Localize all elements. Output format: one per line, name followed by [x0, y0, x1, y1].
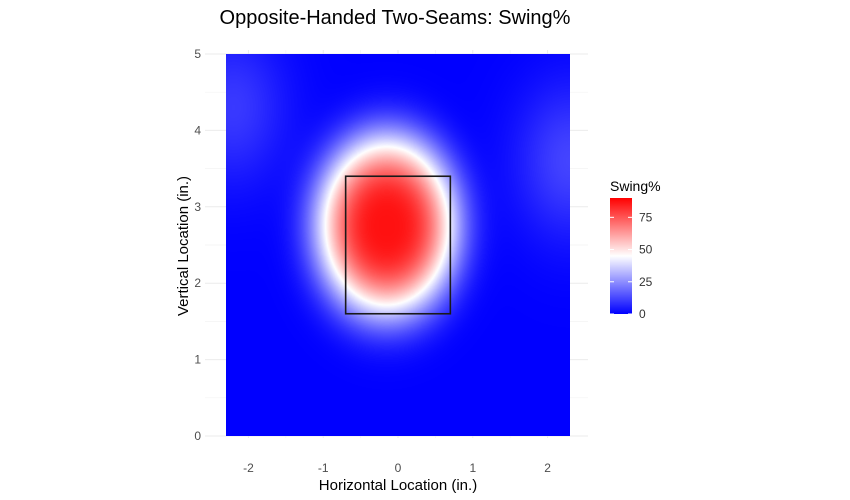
x-tick-label: 1 — [469, 461, 476, 475]
y-tick-label: 5 — [194, 47, 201, 61]
y-axis-label: Vertical Location (in.) — [175, 176, 192, 316]
x-axis-ticks: -2 -1 0 1 2 — [243, 461, 551, 475]
legend-colorbar — [610, 198, 632, 314]
y-tick-label: 1 — [194, 353, 201, 367]
legend-tick-label: 50 — [639, 243, 653, 257]
x-tick-label: -1 — [318, 461, 329, 475]
x-tick-label: -2 — [243, 461, 254, 475]
x-tick-label: 2 — [544, 461, 551, 475]
y-tick-label: 0 — [194, 429, 201, 443]
heatmap-surface — [226, 54, 570, 436]
legend-tick-label: 75 — [639, 210, 653, 224]
chart-title: Opposite-Handed Two-Seams: Swing% — [220, 7, 571, 29]
y-tick-label: 4 — [194, 123, 201, 137]
y-tick-label: 3 — [194, 200, 201, 214]
legend-tick-label: 0 — [639, 307, 646, 321]
strike-zone — [344, 175, 452, 315]
x-axis-label: Horizontal Location (in.) — [319, 477, 477, 494]
y-axis-ticks: 0 1 2 3 4 5 — [194, 47, 201, 443]
legend-ticks: 0 25 50 75 — [610, 210, 653, 321]
y-tick-label: 2 — [194, 276, 201, 290]
legend-tick-label: 25 — [639, 275, 653, 289]
legend: Swing% 0 25 50 75 — [610, 178, 661, 321]
legend-title: Swing% — [610, 178, 661, 194]
x-tick-label: 0 — [395, 461, 402, 475]
